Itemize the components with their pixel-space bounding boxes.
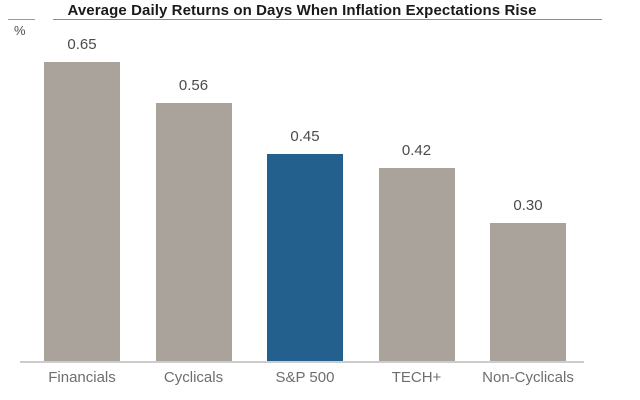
- bar-s-p-500: [267, 154, 343, 361]
- bar-tech: [378, 167, 455, 361]
- chart-title: Average Daily Returns on Days When Infla…: [67, 2, 537, 19]
- category-label-financials: Financials: [48, 369, 116, 386]
- value-label-financials: 0.65: [67, 36, 97, 53]
- value-label-cyclicals: 0.56: [178, 77, 209, 95]
- title-underline: [53, 19, 602, 20]
- value-label-s-p-500: 0.45: [290, 128, 320, 145]
- bar-non-cyclicals: [490, 223, 566, 361]
- category-label-s-p-500: S&P 500: [275, 369, 335, 386]
- category-label-cyclicals: Cyclicals: [163, 369, 224, 386]
- bar-financials: [44, 62, 120, 361]
- x-axis-line: [20, 361, 584, 363]
- category-label-non-cyclicals: Non-Cyclicals: [482, 369, 574, 386]
- category-label-tech: TECH+: [391, 369, 442, 386]
- y-axis-unit-label: %: [14, 23, 26, 38]
- value-label-tech: 0.42: [401, 141, 432, 159]
- bar-cyclicals: [155, 103, 232, 361]
- value-label-non-cyclicals: 0.30: [513, 197, 543, 214]
- corner-tick-line: [8, 19, 35, 20]
